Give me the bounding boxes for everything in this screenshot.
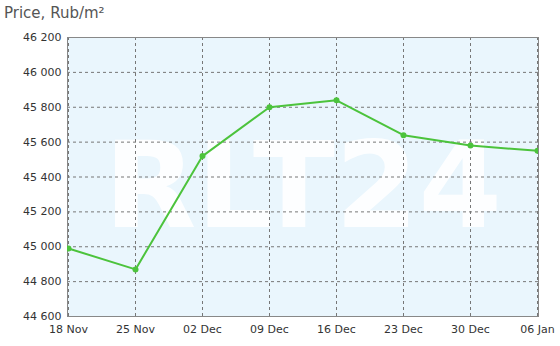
svg-text:09 Dec: 09 Dec [250,323,289,336]
svg-text:18 Nov: 18 Nov [49,323,88,336]
svg-text:44 600: 44 600 [23,310,62,323]
svg-text:45 800: 45 800 [23,101,62,114]
svg-text:45 200: 45 200 [23,205,62,218]
svg-text:46 000: 46 000 [23,66,62,79]
svg-text:30 Dec: 30 Dec [451,323,490,336]
svg-text:06 Jan: 06 Jan [520,323,554,336]
svg-text:44 800: 44 800 [23,275,62,288]
svg-text:45 600: 45 600 [23,136,62,149]
svg-text:46 200: 46 200 [23,31,62,44]
svg-text:RLT24: RLT24 [104,116,502,255]
svg-text:45 400: 45 400 [23,171,62,184]
svg-text:45 000: 45 000 [23,240,62,253]
svg-text:02 Dec: 02 Dec [183,323,222,336]
svg-text:23 Dec: 23 Dec [384,323,423,336]
svg-text:16 Dec: 16 Dec [317,323,356,336]
html-text:Price, Rub/m²: Price, Rub/m² [4,4,105,22]
svg-text:25 Nov: 25 Nov [116,323,155,336]
